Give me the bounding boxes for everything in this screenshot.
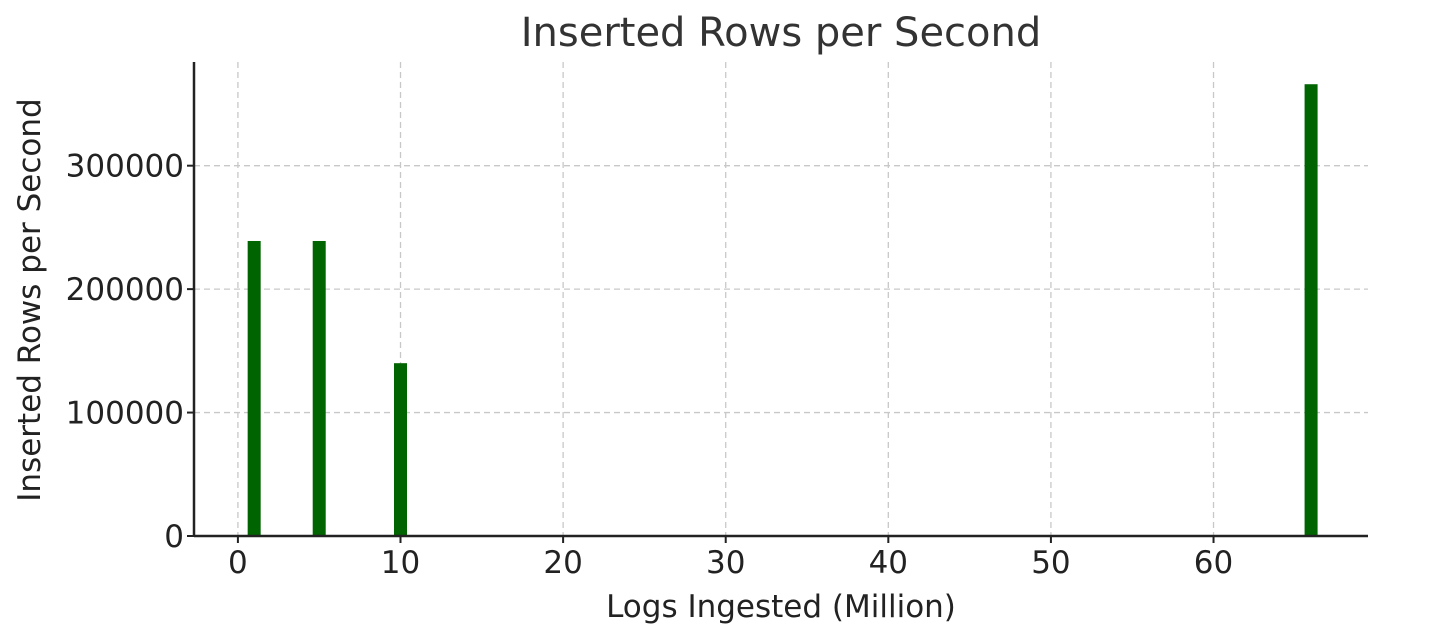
x-tick-label: 30 (706, 545, 745, 581)
x-axis-label: Logs Ingested (Million) (606, 589, 956, 625)
bar (1304, 84, 1318, 536)
y-tick-label: 0 (164, 519, 184, 555)
axes (192, 62, 1368, 538)
grid (194, 62, 1368, 536)
y-tick-label: 300000 (66, 149, 184, 185)
y-tick-label: 200000 (66, 272, 184, 308)
bar (312, 240, 326, 536)
x-tick-label: 40 (869, 545, 908, 581)
bar (394, 363, 408, 536)
x-ticks: 0 10 20 30 40 50 60 (228, 536, 1233, 581)
x-tick-label: 50 (1031, 545, 1070, 581)
y-tick-label: 100000 (66, 396, 184, 432)
x-tick-label: 10 (381, 545, 420, 581)
bars (247, 84, 1318, 536)
y-ticks: 0 100000 200000 300000 (66, 149, 194, 555)
y-axis-label: Inserted Rows per Second (12, 98, 48, 501)
x-tick-label: 0 (228, 545, 248, 581)
x-tick-label: 20 (543, 545, 582, 581)
bar (247, 240, 261, 536)
chart-title: Inserted Rows per Second (521, 10, 1042, 56)
x-tick-label: 60 (1194, 545, 1233, 581)
